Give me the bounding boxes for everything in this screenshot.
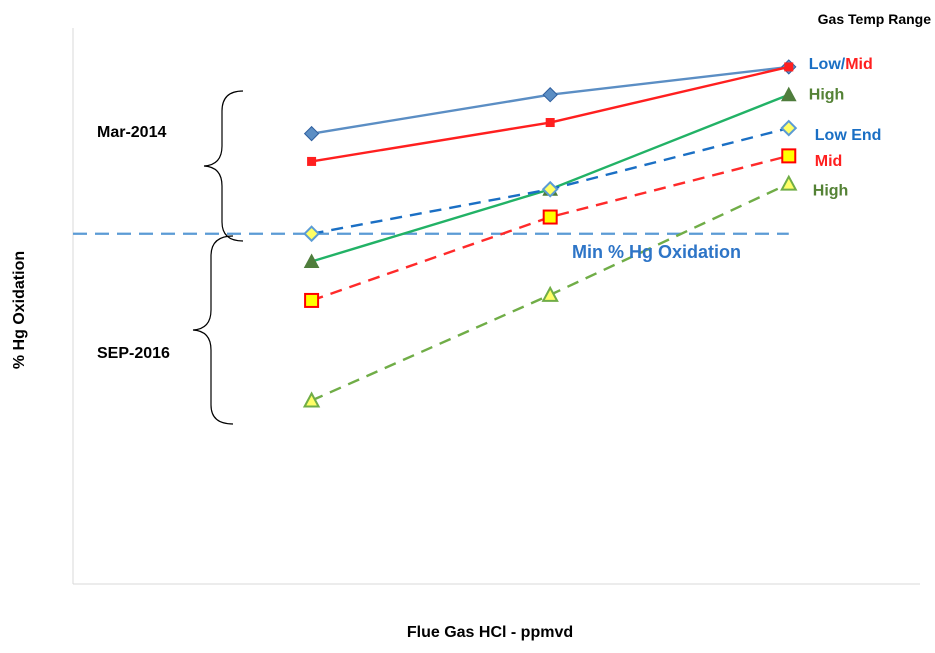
series-4-point-2 [781, 148, 797, 164]
series-2-point-0 [303, 253, 320, 269]
series-1-line [311, 65, 790, 163]
series-5-point-2 [780, 174, 798, 191]
legend-label-mid: Mid [845, 56, 873, 73]
series-4-point-1 [542, 209, 558, 225]
series-1-point-0 [307, 156, 317, 166]
series-0 [303, 59, 797, 142]
series-0-point-1 [542, 87, 558, 103]
series-1-point-2 [784, 62, 794, 72]
series-5 [302, 174, 798, 408]
legend-label-high-2016: High [813, 183, 849, 200]
series-0-point-0 [303, 125, 320, 142]
min-line-label: Min % Hg Oxidation [572, 242, 741, 262]
x-axis-title: Flue Gas HCl - ppmvd [407, 624, 573, 641]
legend-label-mid-2016: Mid [815, 153, 843, 170]
legend-title: Gas Temp Range [818, 11, 932, 27]
series-4 [304, 148, 797, 308]
legend-label-high-2014: High [809, 87, 845, 104]
series-3-point-0 [303, 225, 321, 243]
series-5-point-1 [541, 285, 559, 302]
series-4-line [311, 154, 790, 302]
series-1-point-1 [545, 118, 555, 128]
brace-mar-2014 [203, 90, 244, 242]
legend-label-low-end: Low End [815, 127, 882, 144]
brace-sep-2016 [192, 235, 234, 425]
legend-label-separator: / [841, 56, 846, 73]
series-2-point-2 [780, 86, 797, 102]
legend-label-low: Low [809, 56, 842, 73]
group-label-2016: SEP-2016 [97, 345, 170, 362]
series-3-point-2 [780, 119, 798, 137]
series-3-point-1 [541, 180, 559, 198]
series-layer [302, 59, 798, 408]
series-4-point-0 [304, 292, 320, 308]
series-2 [303, 86, 797, 269]
group-label-2014: Mar-2014 [97, 124, 166, 141]
y-axis-title: % Hg Oxidation [11, 251, 28, 369]
series-3 [303, 119, 798, 243]
series-5-point-0 [302, 391, 321, 408]
series-1 [307, 62, 794, 166]
